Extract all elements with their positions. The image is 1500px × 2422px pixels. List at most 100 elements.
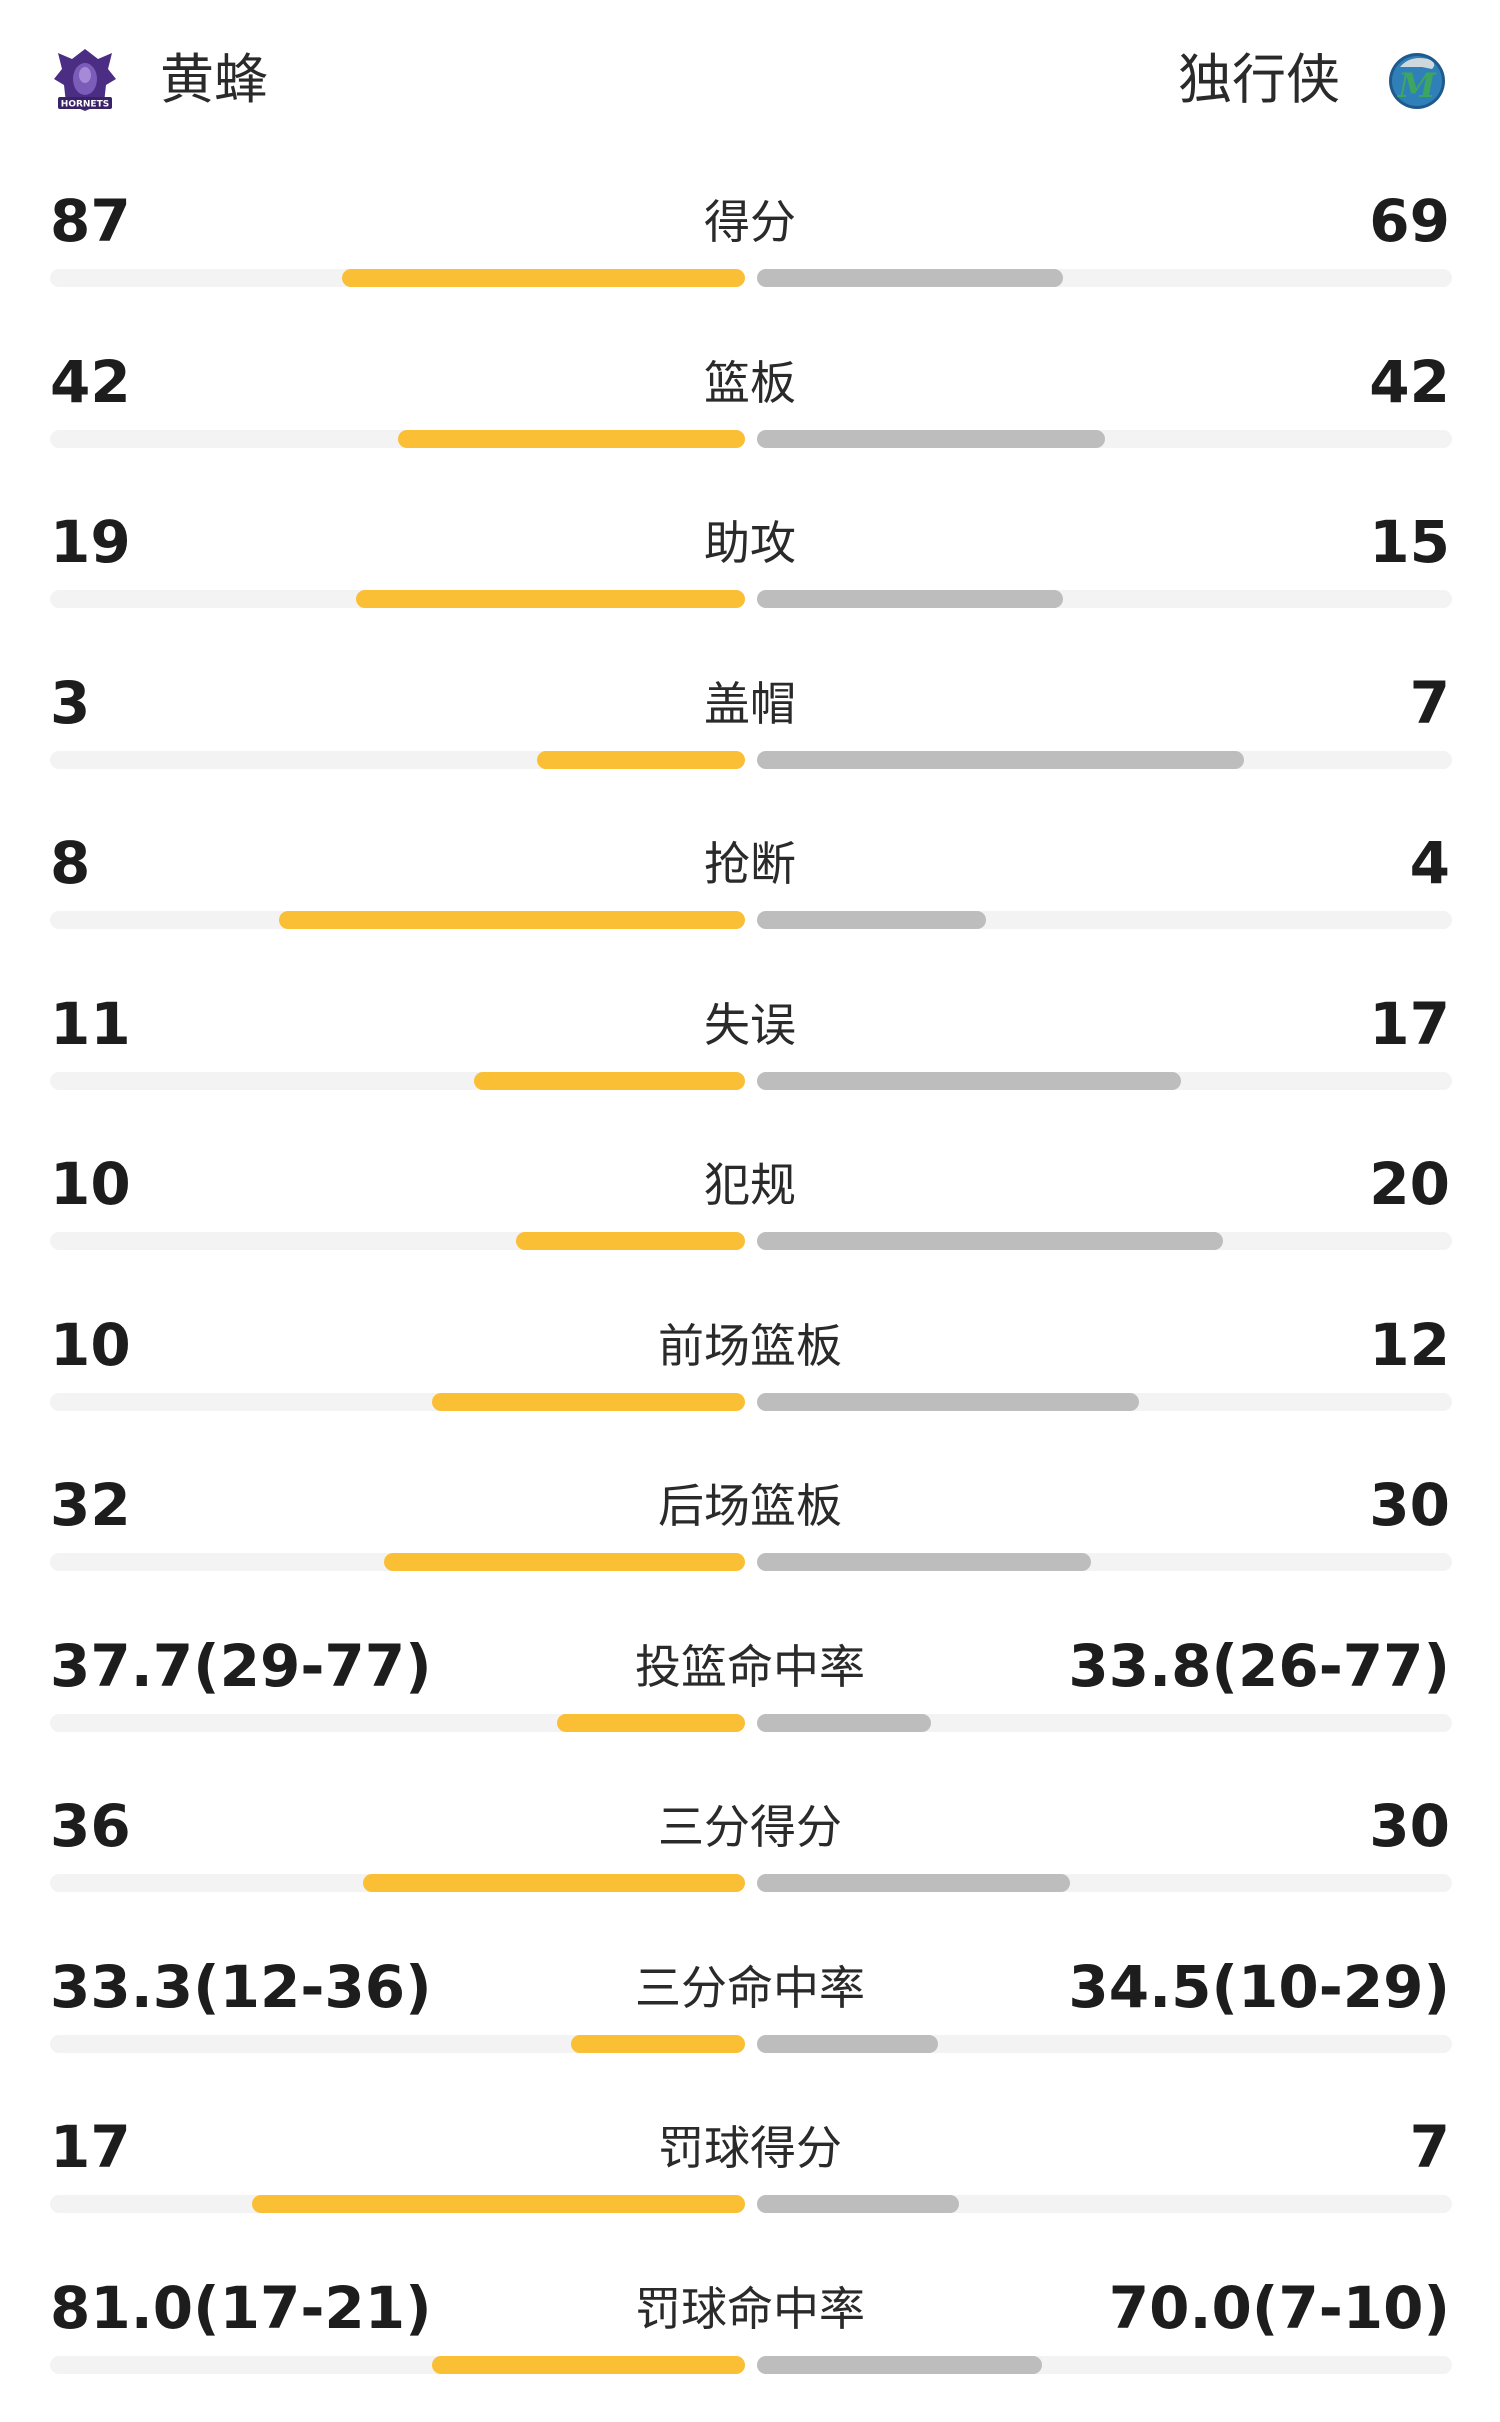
mavericks-logo-icon: M [1382,45,1452,115]
home-bar-fill [398,430,746,448]
home-bar-track [50,1232,745,1250]
stat-label: 抢断 [0,831,1500,897]
home-bar-fill [537,751,746,769]
home-bar-track [50,269,745,287]
away-bar-track [757,2195,1452,2213]
home-bar-track [50,911,745,929]
away-bar-fill [757,1393,1139,1411]
home-bar-fill [516,1232,745,1250]
mavericks-logo-text: M [1397,66,1437,106]
away-stat-value: 69 [1369,185,1450,257]
home-bar-fill [356,590,745,608]
away-bar-track [757,1553,1452,1571]
home-bar-track [50,590,745,608]
away-team-name: 独行侠 [1178,44,1340,116]
away-bar-track [757,1072,1452,1090]
away-bar-fill [757,1714,931,1732]
home-bar-track [50,2356,745,2374]
home-team-name: 黄蜂 [160,44,268,116]
away-bar-fill [757,2035,938,2053]
away-bar-track [757,1393,1452,1411]
away-stat-value: 30 [1369,1790,1450,1862]
stat-label: 犯规 [0,1152,1500,1218]
home-bar-fill [279,911,745,929]
away-bar-fill [757,269,1063,287]
away-bar-fill [757,751,1244,769]
away-stat-value: 12 [1369,1309,1450,1381]
home-bar-track [50,1553,745,1571]
stat-label: 助攻 [0,510,1500,576]
away-bar-track [757,2035,1452,2053]
away-bar-track [757,269,1452,287]
away-stat-value: 30 [1369,1469,1450,1541]
home-bar-fill [571,2035,745,2053]
away-stat-value: 42 [1369,346,1450,418]
away-stat-value: 15 [1369,506,1450,578]
home-bar-track [50,430,745,448]
stat-label: 罚球得分 [0,2115,1500,2181]
stat-label: 篮板 [0,350,1500,416]
home-bar-track [50,1874,745,1892]
away-bar-fill [757,2356,1042,2374]
away-stat-value: 7 [1410,667,1450,739]
away-bar-fill [757,911,986,929]
hornets-logo-text: HORNETS [61,100,109,110]
away-bar-track [757,1232,1452,1250]
home-bar-fill [363,1874,745,1892]
away-stat-value: 20 [1369,1148,1450,1220]
away-stat-value: 34.5(10-29) [1068,1951,1450,2023]
away-bar-track [757,2356,1452,2374]
away-stat-value: 33.8(26-77) [1068,1630,1450,1702]
stat-label: 三分得分 [0,1794,1500,1860]
away-bar-track [757,751,1452,769]
stat-label: 盖帽 [0,671,1500,737]
away-stat-value: 4 [1410,827,1450,899]
home-bar-fill [474,1072,745,1090]
home-bar-track [50,2195,745,2213]
away-bar-fill [757,430,1105,448]
home-bar-track [50,1714,745,1732]
stat-label: 前场篮板 [0,1313,1500,1379]
away-bar-fill [757,2195,959,2213]
home-bar-fill [384,1553,745,1571]
stat-label: 失误 [0,992,1500,1058]
away-bar-fill [757,1553,1091,1571]
away-bar-fill [757,1874,1070,1892]
away-bar-track [757,430,1452,448]
stat-label: 后场篮板 [0,1473,1500,1539]
away-bar-fill [757,590,1063,608]
home-bar-fill [432,2356,745,2374]
home-bar-track [50,2035,745,2053]
away-stat-value: 17 [1369,988,1450,1060]
home-bar-track [50,1072,745,1090]
home-bar-track [50,751,745,769]
away-stat-value: 7 [1410,2111,1450,2183]
home-bar-fill [342,269,745,287]
hornets-logo-icon: HORNETS [50,45,120,115]
stat-label: 得分 [0,189,1500,255]
away-bar-fill [757,1232,1223,1250]
home-bar-track [50,1393,745,1411]
away-bar-fill [757,1072,1181,1090]
away-bar-track [757,911,1452,929]
home-bar-fill [432,1393,745,1411]
home-bar-fill [252,2195,745,2213]
away-bar-track [757,590,1452,608]
home-bar-fill [557,1714,745,1732]
away-bar-track [757,1714,1452,1732]
match-header: HORNETS 黄蜂 独行侠 M [0,0,1500,160]
